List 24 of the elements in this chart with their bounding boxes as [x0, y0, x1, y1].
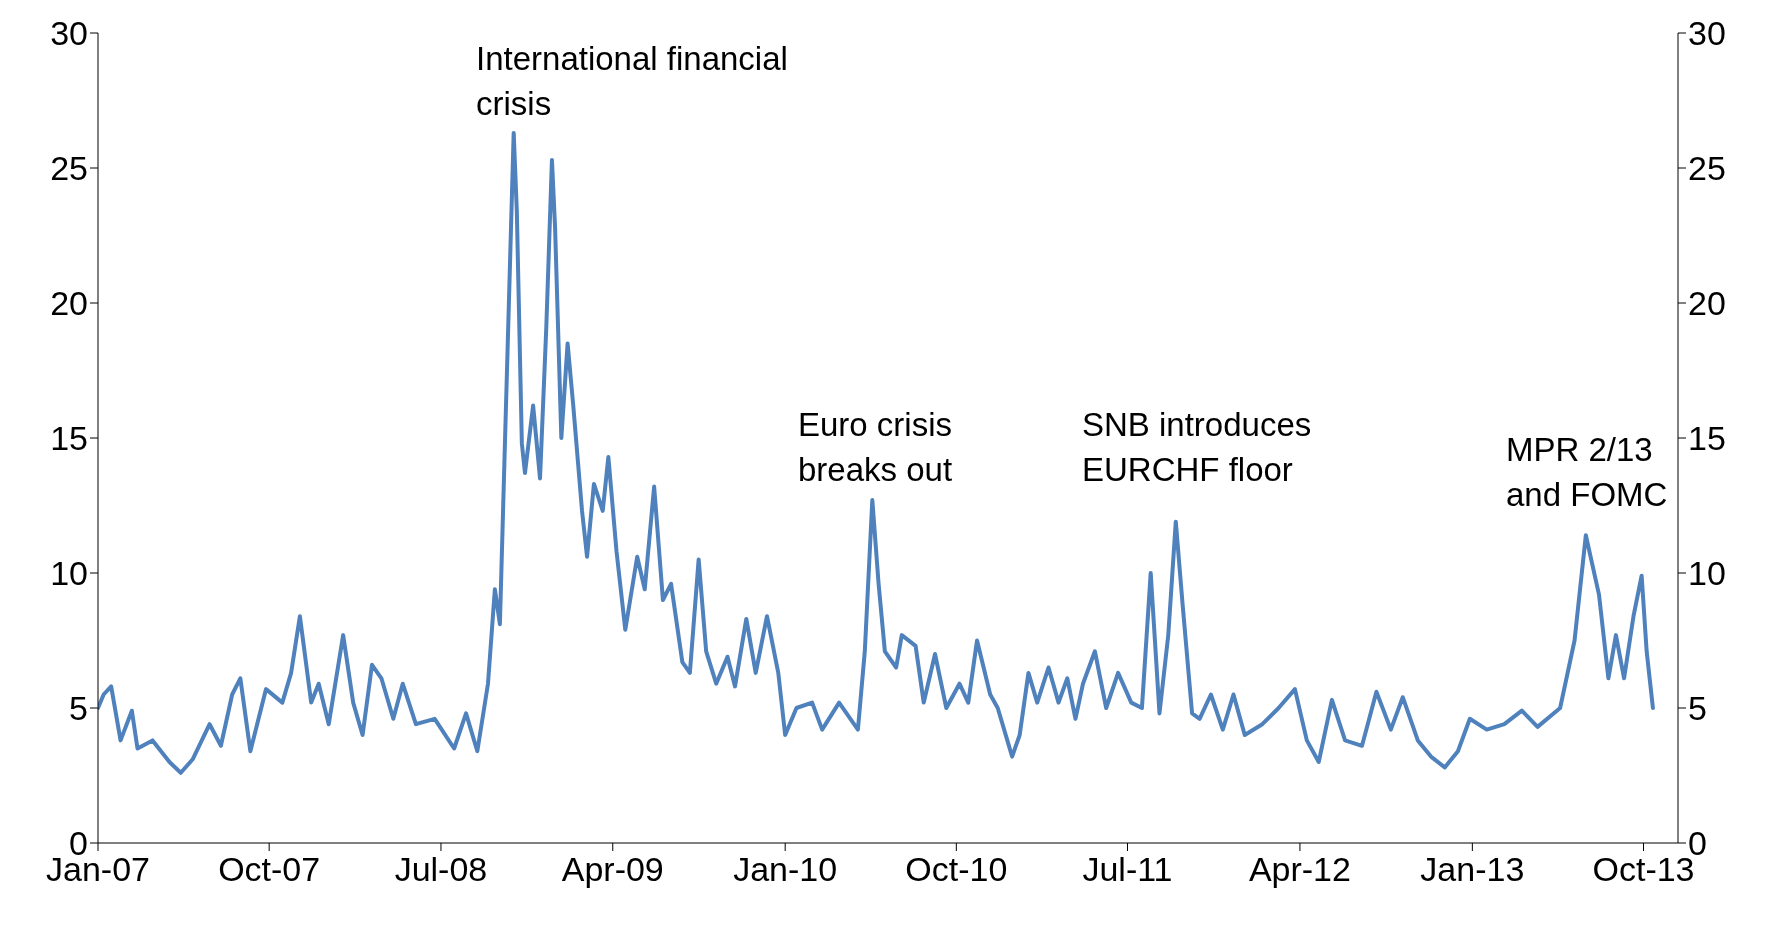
y2-tick-label: 10	[1688, 554, 1726, 593]
y2-tick-label: 30	[1688, 14, 1726, 53]
x-tick-label: Apr-12	[1248, 850, 1351, 889]
y-tick-label: 25	[50, 149, 88, 188]
annotation: International financial crisis	[476, 40, 788, 122]
y-tick-label: 20	[50, 284, 88, 323]
y2-tick-label: 15	[1688, 419, 1726, 458]
y2-tick-label: 5	[1688, 689, 1707, 728]
y2-tick-label: 25	[1688, 149, 1726, 188]
y-tick-label: 10	[50, 554, 88, 593]
y-tick-label: 15	[50, 419, 88, 458]
x-tick-label: Jul-08	[394, 850, 488, 889]
annotation: SNB introduces EURCHF floor	[1082, 406, 1312, 488]
x-tick-label: Apr-09	[561, 850, 664, 889]
x-tick-label: Oct-07	[218, 850, 321, 889]
x-tick-label: Oct-10	[905, 850, 1008, 889]
y-tick-label: 5	[69, 689, 88, 728]
annotation: MPR 2/13 and FOMC	[1506, 431, 1668, 513]
annotation: Euro crisis breaks out	[798, 406, 953, 488]
x-tick-label: Jan-10	[733, 850, 838, 889]
y2-tick-label: 20	[1688, 284, 1726, 323]
x-tick-label: Jan-13	[1420, 850, 1525, 889]
y-tick-label: 30	[50, 14, 88, 53]
x-tick-label: Jul-11	[1082, 850, 1173, 889]
